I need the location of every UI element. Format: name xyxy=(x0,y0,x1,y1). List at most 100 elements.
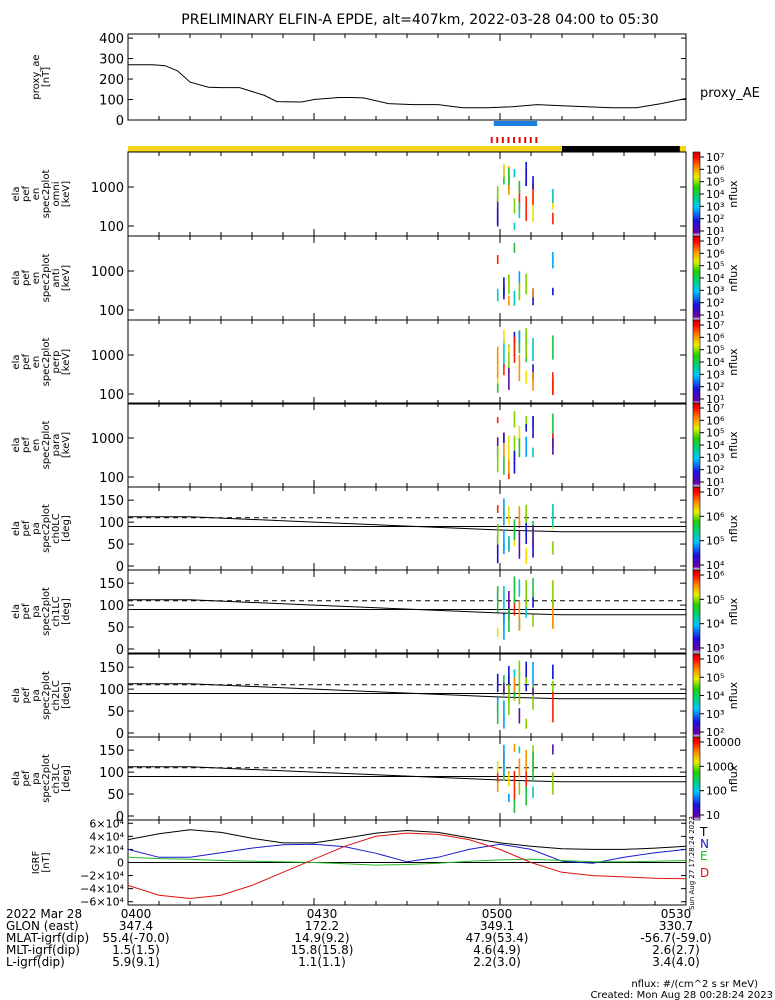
colorbar-label: nflux xyxy=(727,597,740,625)
y-axis-label: ela xyxy=(11,186,22,201)
x-row-label: MLAT-igrf(dip) xyxy=(6,931,89,945)
spectrogram-stripe xyxy=(518,529,521,559)
y-axis-label: ela xyxy=(11,270,22,285)
x-axis-value: 172.2 xyxy=(305,919,339,933)
pitch-angle-frame xyxy=(127,736,687,821)
colorbar-tick-label: 10² xyxy=(706,297,724,310)
pitch-angle-frame xyxy=(127,486,687,571)
colorbar-tick-label: 10³ xyxy=(706,284,724,297)
y-axis-label: pef xyxy=(21,603,32,620)
spectrogram-stripe xyxy=(508,346,510,353)
spectrogram-stripe xyxy=(496,446,499,473)
spectrogram-stripe xyxy=(513,435,516,460)
y-axis-label: [keV] xyxy=(61,265,72,291)
spectrogram-stripe xyxy=(518,180,521,194)
spectrogram-stripe xyxy=(532,183,534,205)
spectrogram-stripe xyxy=(503,498,505,526)
spectrogram-stripe xyxy=(552,372,554,395)
y-axis-label: perp xyxy=(51,351,62,374)
spectrogram-stripe xyxy=(525,415,528,427)
science-tick-mark xyxy=(507,137,510,143)
spectrogram-stripe xyxy=(513,743,516,752)
spectrogram-stripe xyxy=(532,614,534,627)
x-row-label: MLT-igrf(dip) xyxy=(6,943,80,957)
spectrogram-stripe xyxy=(518,202,521,219)
y-axis-label: pef xyxy=(21,437,32,454)
colorbar-tick-label: 10² xyxy=(706,464,724,477)
colorbar-tick-label: 10⁴ xyxy=(706,618,725,631)
y-axis-label: ela xyxy=(11,354,22,369)
colorbar xyxy=(692,151,701,237)
spectrogram-stripe xyxy=(496,535,499,564)
y-axis-label: en xyxy=(31,356,42,369)
y-tick-label: −6×10⁴ xyxy=(80,896,124,909)
spectrogram-stripe xyxy=(503,683,505,695)
spectrogram-stripe xyxy=(532,685,534,710)
spectrogram-stripe xyxy=(525,677,528,684)
y-tick-label: 150 xyxy=(99,661,124,676)
spectrogram-stripe xyxy=(525,161,528,186)
spectrogram-stripe xyxy=(518,354,521,382)
spectrogram-stripe xyxy=(513,576,516,604)
spectrogram-stripe xyxy=(532,447,534,458)
x-row-label: L-igrf(dip) xyxy=(6,955,65,969)
spectrogram-stripe xyxy=(503,431,505,458)
science-tick-mark xyxy=(518,137,521,143)
spectrogram-stripe xyxy=(552,680,554,692)
y-axis-label: [nT] xyxy=(41,852,52,872)
spectrogram-frame xyxy=(127,319,687,405)
spectrogram-stripe xyxy=(496,186,499,202)
spectrogram-stripe xyxy=(518,672,521,705)
y-axis-label: pa xyxy=(31,605,42,617)
pitch-angle-frame xyxy=(127,653,687,738)
colorbar-tick-label: 10⁴ xyxy=(706,690,725,703)
spectrogram-stripe xyxy=(518,600,521,631)
spectrogram-stripe xyxy=(503,455,505,475)
spectrogram-stripe xyxy=(518,746,521,754)
spectrogram-stripe xyxy=(532,687,534,696)
spectrogram-stripe xyxy=(508,773,510,787)
spectrogram-stripe xyxy=(513,198,516,214)
spectrogram-stripe xyxy=(508,295,510,306)
loss-cone-line xyxy=(128,599,686,616)
y-axis-label: [keV] xyxy=(61,349,72,375)
spectrogram-stripe xyxy=(496,586,499,613)
spectrogram-stripe xyxy=(525,547,528,564)
spectrogram-stripe xyxy=(503,329,505,344)
igrf-timestamp: Sun Aug 27 17:28:24 2023 xyxy=(688,816,696,910)
spectrogram-frame xyxy=(127,235,687,321)
x-axis-value: 0500 xyxy=(482,907,513,921)
spectrogram-stripe xyxy=(552,503,554,527)
spectrogram-stripe xyxy=(503,700,505,729)
colorbar xyxy=(692,319,701,405)
y-axis-label: IGRF xyxy=(31,851,42,875)
y-axis-label: pa xyxy=(31,522,42,534)
spectrogram-stripe xyxy=(525,273,528,295)
colorbar-tick-label: 10⁶ xyxy=(706,247,725,260)
sunlit-bar xyxy=(128,146,686,152)
colorbar-tick-label: 10¹ xyxy=(706,476,724,489)
spectrogram-stripe xyxy=(513,770,516,802)
y-axis-label: [keV] xyxy=(61,432,72,458)
colorbar-tick-label: 10⁵ xyxy=(706,535,724,548)
y-tick-label: 100 xyxy=(99,220,124,235)
spectrogram-stripe xyxy=(496,417,499,424)
spectrogram-stripe xyxy=(508,168,510,186)
y-tick-label: 6×10⁴ xyxy=(89,817,124,830)
y-axis-label: ela xyxy=(11,521,22,536)
colorbar xyxy=(692,736,701,821)
x-axis-value: 47.9(53.4) xyxy=(466,931,529,945)
y-axis-label: pa xyxy=(31,772,42,784)
y-axis-label: spec2plot xyxy=(41,421,52,470)
y-tick-label: 100 xyxy=(99,304,124,319)
spectrogram-stripe xyxy=(513,677,516,701)
y-axis-label: pef xyxy=(21,354,32,371)
spectrogram-stripe xyxy=(503,432,505,444)
y-tick-label: 0 xyxy=(116,727,124,742)
spectrogram-stripe xyxy=(503,277,505,300)
spectrogram-stripe xyxy=(496,673,499,693)
colorbar-tick-label: 10⁷ xyxy=(706,319,724,332)
colorbar-tick-label: 100 xyxy=(706,785,727,798)
spectrogram-stripe xyxy=(518,579,521,597)
